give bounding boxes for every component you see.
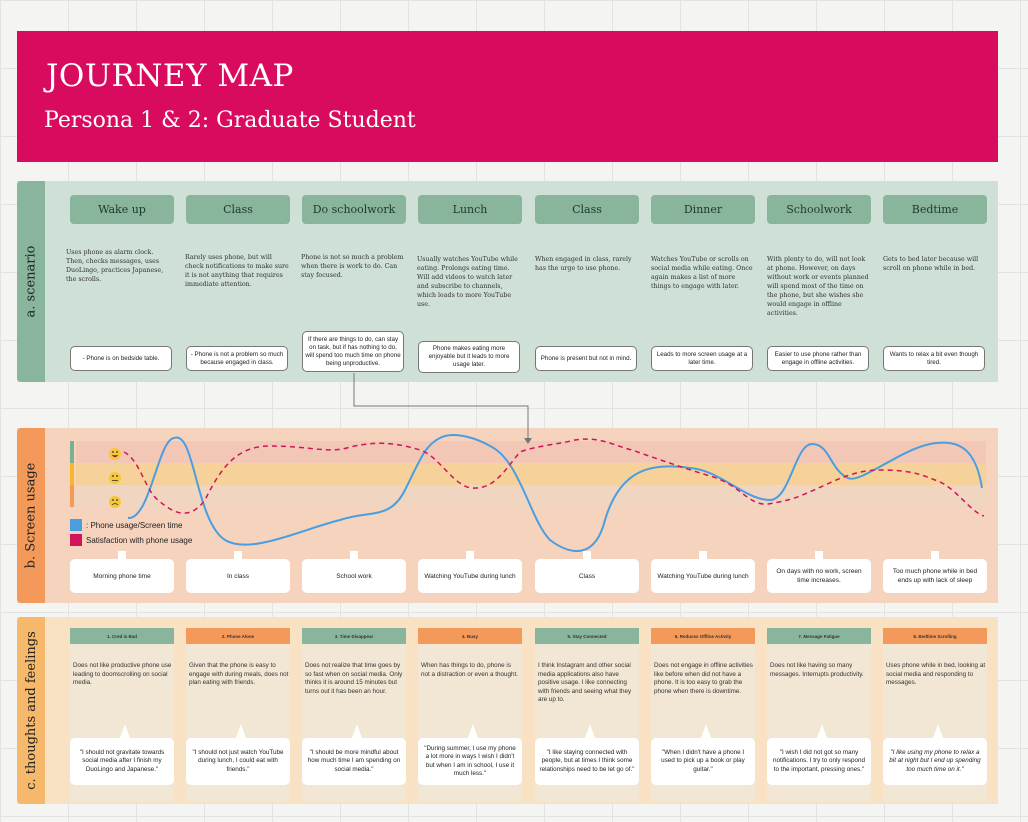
quote-text-7: "I wish I did not got so many notificati… — [772, 748, 866, 773]
usage-label-4-text: Watching YouTube during lunch — [424, 572, 516, 580]
thought-desc-8: Uses phone while in bed, looking at soci… — [886, 662, 986, 686]
usage-label-4: Watching YouTube during lunch — [418, 551, 522, 593]
scenario-text-3: Phone is not so much a problem when ther… — [301, 254, 404, 279]
thought-desc-1: Does not like productive phone use leadi… — [73, 662, 172, 686]
quote-text-3: "I should be more mindful about how much… — [307, 748, 401, 773]
phone-usage-legend-label: : Phone usage/Screen time — [86, 521, 183, 530]
quote-text-6: "When I didn't have a phone I used to pi… — [661, 748, 745, 773]
usage-label-2: In class — [186, 551, 290, 593]
thought-desc-6: Does not engage in offline activities li… — [654, 662, 753, 695]
satisfaction-line — [123, 438, 985, 517]
mid-band — [76, 463, 986, 485]
scenario-text-4: Usually watches YouTube while eating. Pr… — [417, 256, 518, 308]
stage-2: Class — [186, 195, 290, 224]
quote-bubble-1: "I should not gravitate towards social m… — [70, 724, 174, 785]
usage-label-2-text: In class — [226, 572, 250, 580]
low-band — [76, 485, 986, 507]
quote-bubble-5: "I like staying connected with people, b… — [535, 724, 639, 785]
usage-label-5: Class — [535, 551, 639, 593]
thought-title-5: 5. Stay Connected — [535, 628, 639, 644]
sad-face-icon — [109, 496, 121, 508]
thought-desc-7: Does not like having so many messages. I… — [770, 662, 864, 678]
stage-5: Class — [535, 195, 639, 224]
scenario-text-1: Uses phone as alarm clock. Then, checks … — [66, 249, 164, 283]
scenario-text-2: Rarely uses phone, but will check notifi… — [185, 254, 289, 288]
quote-bubble-8: "I like using my phone to relax a bit at… — [883, 724, 987, 785]
scenario-note-1: - Phone is on bedside table. — [70, 346, 172, 371]
scenario-text-6: Watches YouTube or scrolls on social med… — [651, 256, 753, 290]
usage-label-7-text: On days with no work, screen time increa… — [776, 568, 862, 584]
thought-title-6: 6. Reduces Offline Activity — [651, 628, 755, 644]
scenario-text-5: When engaged in class, rarely has the ur… — [535, 256, 632, 272]
quote-bubble-4: "During summer, I use my phone a lot mor… — [418, 724, 522, 785]
thoughts-tab: c. thoughts and feelings — [17, 617, 45, 804]
quote-text-8: "I like using my phone to relax a bit at… — [889, 748, 981, 773]
thought-title-7: 7. Message Fatigue — [767, 628, 871, 644]
scenario-note-2: - Phone is not a problem so much because… — [186, 346, 288, 371]
usage-label-6: Watching YouTube during lunch — [651, 551, 755, 593]
scenario-note-8: Wants to relax a bit even though tired. — [883, 346, 985, 371]
connector-line — [353, 373, 529, 440]
stage-6: Dinner — [651, 195, 755, 224]
neutral-face-icon — [109, 472, 121, 484]
screen-usage-tab: b. Screen usage — [17, 428, 45, 603]
phone-usage-line — [127, 434, 983, 552]
thought-title-2: 2. Phone Alone — [186, 628, 290, 644]
stage-1: Wake up — [70, 195, 174, 224]
usage-label-7: On days with no work, screen time increa… — [767, 551, 871, 593]
scenario-note-6: Leads to more screen usage at a later ti… — [651, 346, 753, 371]
satisfaction-legend-label: Satisfaction with phone usage — [86, 536, 193, 545]
stage-8: Bedtime — [883, 195, 987, 224]
thought-desc-5: I think Instagram and other social media… — [538, 662, 632, 703]
thoughts-label: c. thoughts and feelings — [23, 631, 39, 790]
quote-bubble-3: "I should be more mindful about how much… — [302, 724, 406, 785]
quote-text-1: "I should not gravitate towards social m… — [79, 748, 165, 773]
connector-arrow — [524, 438, 532, 444]
usage-label-3: School work — [302, 551, 406, 593]
stage-4: Lunch — [418, 195, 522, 224]
scenario-tab: a. scenario — [17, 181, 45, 382]
quote-text-5: "I like staying connected with people, b… — [539, 748, 635, 773]
thought-desc-2: Given that the phone is easy to engage w… — [189, 662, 289, 686]
usage-label-8: Too much phone while in bed ends up with… — [883, 551, 987, 593]
thought-title-8: 8. Bedtime Scrolling — [883, 628, 987, 644]
high-band — [76, 441, 986, 463]
thought-desc-4: When has things to do, phone is not a di… — [421, 662, 518, 678]
usage-label-1: Morning phone time — [70, 551, 174, 593]
scenario-note-4: Phone makes eating more enjoyable but it… — [418, 341, 520, 373]
quote-text-2: "I should not just watch YouTube during … — [192, 748, 284, 773]
satisfaction-legend-swatch — [70, 534, 82, 546]
low-band-marker — [70, 485, 74, 507]
page-subtitle: Persona 1 & 2: Graduate Student — [44, 108, 416, 133]
usage-label-5-text: Class — [578, 572, 596, 580]
usage-label-6-text: Watching YouTube during lunch — [657, 572, 749, 580]
happy-face-icon — [109, 448, 121, 460]
phone-usage-legend-swatch — [70, 519, 82, 531]
mid-band-marker — [70, 463, 74, 485]
stage-3: Do schoolwork — [302, 195, 406, 224]
usage-label-3-text: School work — [336, 572, 372, 580]
quote-bubble-6: "When I didn't have a phone I used to pi… — [651, 724, 755, 785]
quote-bubble-2: "I should not just watch YouTube during … — [186, 724, 290, 785]
scenario-note-5: Phone is present but not in mind. — [535, 346, 637, 371]
page-title: JOURNEY MAP — [46, 58, 294, 94]
stage-7: Schoolwork — [767, 195, 871, 224]
thought-title-1: 1. Cred is Bad — [70, 628, 174, 644]
header-banner — [17, 31, 998, 162]
usage-label-1-text: Morning phone time — [93, 572, 151, 580]
high-band-marker — [70, 441, 74, 463]
scenario-text-7: With plenty to do, will not look at phon… — [767, 256, 869, 317]
thought-title-3: 3. Time Disappear — [302, 628, 406, 644]
thought-title-4: 4. Busy — [418, 628, 522, 644]
quote-text-4: "During summer, I use my phone a lot mor… — [424, 744, 516, 778]
scenario-note-3: If there are things to do, can stay on t… — [302, 331, 404, 372]
usage-label-8-text: Too much phone while in bed ends up with… — [892, 568, 978, 584]
scenario-note-7: Easier to use phone rather than engage i… — [767, 346, 869, 371]
scenario-text-8: Gets to bed later because will scroll on… — [883, 256, 979, 272]
quote-bubble-7: "I wish I did not got so many notificati… — [767, 724, 871, 785]
thought-desc-3: Does not realize that time goes by so fa… — [305, 662, 403, 695]
